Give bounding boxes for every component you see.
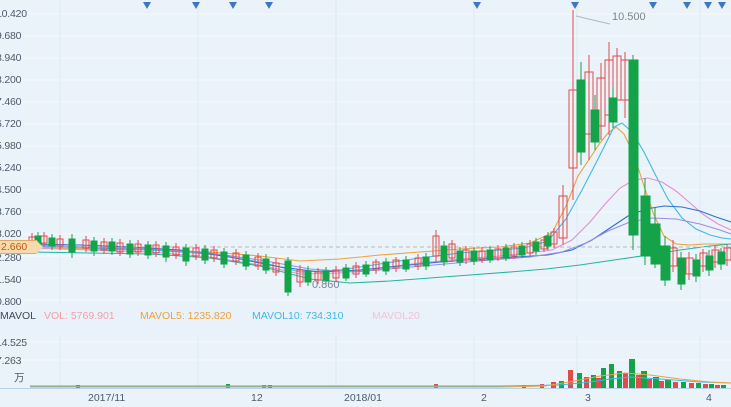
volume-tick-7263: 7.263: [0, 355, 22, 367]
candlestick-series: [28, 10, 731, 296]
x-tick-12: 12: [251, 392, 263, 404]
price-grid-vertical: [59, 0, 701, 305]
x-tick-3: 3: [585, 392, 591, 404]
price-tick-3020: 3.020: [0, 228, 22, 240]
volume-indicator-legend-panel: MAVOL VOL: 5769.901 MAVOL5: 1235.820 MAV…: [0, 305, 731, 335]
legend-vol[interactable]: VOL: 5769.901: [44, 310, 115, 322]
x-axis-panel: 2017/11 12 2018/01 2 3 4: [0, 388, 731, 407]
price-tick-5240: 5.240: [0, 162, 22, 174]
price-tick-4500: 4.500: [0, 184, 22, 196]
ma-line-pink: [29, 177, 731, 275]
volume-chart-panel[interactable]: 14.525 7.263 万: [0, 335, 731, 388]
price-grid: [0, 13, 731, 301]
price-tick-0800: 0.800: [0, 296, 22, 308]
volume-unit-label: 万: [14, 372, 25, 384]
ma-line-purple: [29, 217, 731, 273]
current-price-tag[interactable]: 2.660: [0, 240, 44, 254]
price-tick-8940: 8.940: [0, 52, 22, 64]
price-chart-panel[interactable]: 10.420 9.680 8.940 8.200 7.460 6.720 5.9…: [0, 0, 731, 308]
volume-tick-14525: 14.525: [0, 337, 27, 349]
price-tick-2280: 2.280: [0, 252, 22, 264]
annotation-low-price: 0.860: [312, 279, 340, 291]
legend-mavol10[interactable]: MAVOL10: 734.310: [252, 310, 344, 322]
top-event-markers[interactable]: [143, 2, 726, 9]
ma-line-orange: [29, 126, 731, 262]
annotation-leaders: [575, 15, 611, 25]
price-tick-7460: 7.460: [0, 96, 22, 108]
x-tick-4: 4: [706, 392, 712, 404]
price-tick-1540: 1.540: [0, 274, 22, 286]
price-tick-9680: 9.680: [0, 30, 22, 42]
volume-ma-orange: [30, 372, 731, 388]
x-tick-2: 2: [481, 392, 487, 404]
indicator-name-mavol[interactable]: MAVOL: [0, 310, 36, 322]
legend-mavol5[interactable]: MAVOL5: 1235.820: [140, 310, 232, 322]
annotation-high-price: 10.500: [612, 11, 646, 23]
volume-chart-canvas: [0, 335, 731, 388]
price-tick-6720: 6.720: [0, 118, 22, 130]
price-tick-5980: 5.980: [0, 140, 22, 152]
volume-ma-lines: [30, 372, 731, 388]
price-tick-8200: 8.200: [0, 74, 22, 86]
volume-ma-teal: [30, 376, 731, 387]
indicator-legend-row: MAVOL VOL: 5769.901 MAVOL5: 1235.820 MAV…: [0, 309, 731, 325]
volume-grid: [0, 341, 731, 361]
x-tick-201711: 2017/11: [88, 392, 126, 404]
legend-mavol20[interactable]: MAVOL20: [372, 310, 420, 322]
moving-average-lines: [29, 122, 731, 284]
ma-line-blue: [29, 205, 731, 273]
price-tick-10420: 10.420: [0, 8, 27, 20]
price-tick-3760: 3.760: [0, 206, 22, 218]
price-chart-canvas: [0, 0, 731, 305]
x-tick-201801: 2018/01: [344, 392, 382, 404]
